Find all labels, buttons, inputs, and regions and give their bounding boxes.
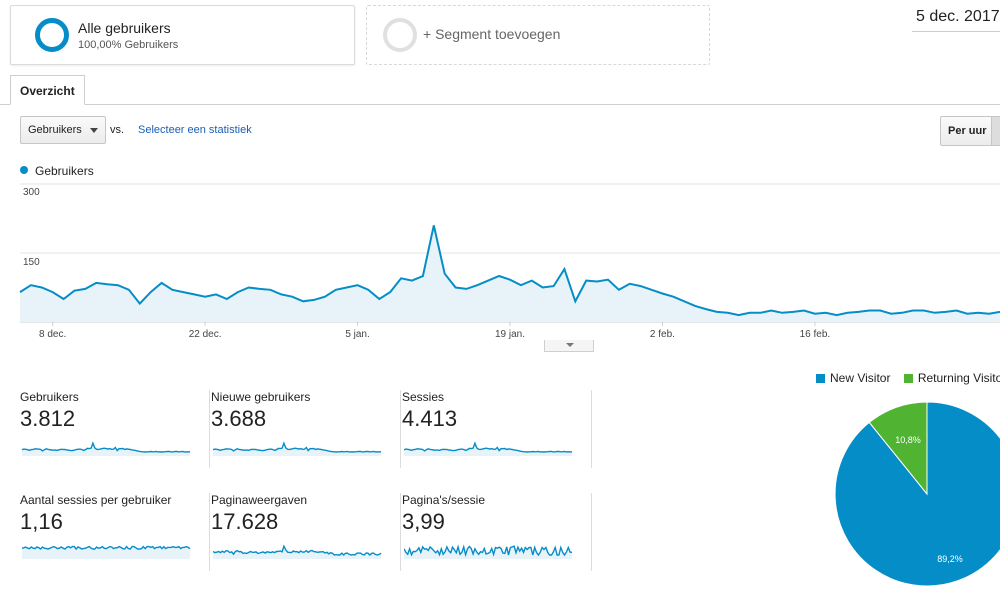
chart-legend: Gebruikers [20,164,94,178]
add-segment-card[interactable]: + Segment toevoegen [366,5,710,65]
users-line-chart[interactable]: 300 150 8 dec. 22 dec. 5 jan. 19 jan. 2 feb.… [0,180,1000,342]
metric-name: Nieuwe gebruikers [211,390,311,404]
legend-swatch [903,374,913,383]
date-range-picker[interactable]: 5 dec. 2017 [912,4,1000,32]
metric-name: Gebruikers [20,390,79,404]
metric-new-users[interactable]: Nieuwe gebruikers 3.688 [211,390,401,468]
sparkline [404,441,573,456]
legend-swatch [816,374,825,383]
y-tick-label: 150 [23,257,40,268]
x-tick-label: 8 dec. [39,329,66,340]
sparkline-area [213,443,381,456]
metric-name: Aantal sessies per gebruiker [20,493,172,507]
metric-value: 3.812 [20,406,76,431]
metric-value: 3.688 [211,406,267,431]
x-tick-label: 5 jan. [345,329,369,340]
metric-name: Pagina's/sessie [402,493,486,507]
pie-slice-new-visitor [834,401,1000,587]
metric-pageviews[interactable]: Paginaweergaven 17.628 [211,493,401,571]
sparkline [213,441,382,456]
sparkline-line [22,441,191,453]
metric-pages-per-session[interactable]: Pagina's/sessie 3,99 [402,493,592,571]
sparkline [213,544,382,559]
pie-slice-returning-visitor [868,401,928,496]
x-tick-label: 22 dec. [189,329,222,340]
sparkline-area [22,443,190,456]
pie-legend-new: New Visitor [830,371,891,385]
visitor-pie-chart[interactable]: 89,2% 10,8% [826,392,1000,600]
add-segment-label: + Segment toevoegen [423,26,561,42]
hourly-button[interactable]: Per uur [940,116,992,146]
y-tick-label: 300 [23,187,40,198]
series-area-fill [20,225,1000,322]
legend-series-name: Gebruikers [35,164,94,178]
sparkline-line [404,441,573,453]
metric-value: 17.628 [211,509,279,534]
pie-slice-label: 10,8% [895,435,921,445]
empty-ring-icon [383,18,417,52]
sparkline [22,545,191,559]
sparkline [404,544,573,559]
series-dot-icon [20,166,28,174]
pie-legend: New Visitor Returning Visitor [816,371,1000,385]
metric-sessions[interactable]: Sessies 4.413 [402,390,592,468]
donut-ring-icon [35,18,69,52]
pie-slice-label: 89,2% [937,554,963,564]
metric-value: 3,99 [402,509,445,534]
tab-bar: Overzicht [0,75,1000,105]
series-line-users [19,225,1000,317]
segment-title: Alle gebruikers [78,20,171,36]
sparkline-line [213,441,382,453]
metric-sessions-per-user[interactable]: Aantal sessies per gebruiker 1,16 [20,493,210,571]
sparkline-area [213,546,381,559]
metric-value: 1,16 [20,509,63,534]
sparkline [22,441,191,456]
vs-label: vs. [110,124,125,136]
daily-button[interactable] [991,116,1000,146]
chart-collapse-handle[interactable] [544,340,594,352]
metric-name: Paginaweergaven [211,493,308,507]
metric-value: 4.413 [402,406,458,431]
x-tick-label: 19 jan. [495,329,525,340]
metric-dropdown[interactable]: Gebruikers [20,116,106,144]
x-tick-label: 2 feb. [650,329,675,340]
tab-overview[interactable]: Overzicht [10,75,85,105]
select-metric-link[interactable]: Selecteer een statistiek [138,124,252,136]
sparkline-line [404,544,573,558]
segment-subtitle: 100,00% Gebruikers [78,39,179,51]
x-tick-label: 16 feb. [800,329,831,340]
segment-all-users[interactable]: Alle gebruikers 100,00% Gebruikers [10,5,355,65]
metric-name: Sessies [402,390,445,404]
triangle-down-icon [566,343,574,347]
sparkline-area [22,546,190,559]
sparkline-area [404,443,572,456]
chevron-down-icon [90,128,98,133]
sparkline-line [22,545,191,551]
metric-users[interactable]: Gebruikers 3.812 [20,390,210,468]
pie-legend-returning: Returning Visitor [917,371,1000,385]
metric-dropdown-label: Gebruikers [28,124,82,136]
sparkline-line [213,544,382,556]
